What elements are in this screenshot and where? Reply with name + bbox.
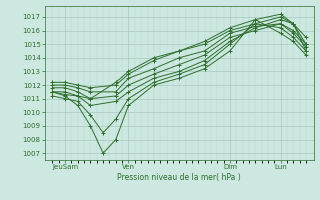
X-axis label: Pression niveau de la mer( hPa ): Pression niveau de la mer( hPa ) [117,173,241,182]
